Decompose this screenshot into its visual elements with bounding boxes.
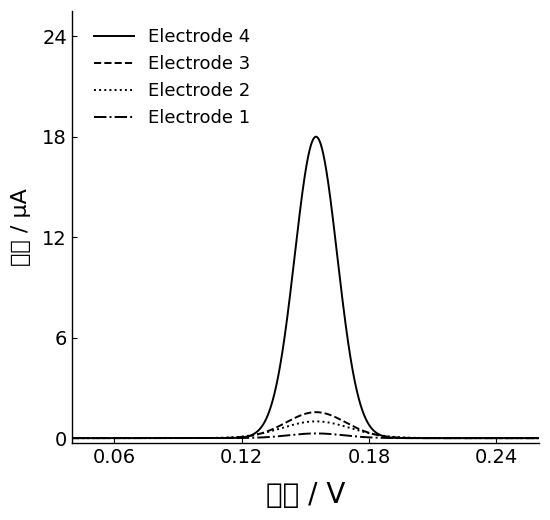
Electrode 4 xyxy=(417,435,424,441)
Electrode 2 xyxy=(453,435,459,441)
Electrode 4 xyxy=(372,429,379,435)
Electrode 1 xyxy=(372,435,379,441)
Line: Electrode 4: Electrode 4 xyxy=(72,137,539,438)
Electrode 2 xyxy=(417,435,424,441)
Electrode 2 xyxy=(247,433,254,439)
Electrode 1 xyxy=(69,435,75,441)
Electrode 3 xyxy=(153,435,160,441)
X-axis label: 电位 / V: 电位 / V xyxy=(266,481,345,509)
Electrode 4 xyxy=(453,435,459,441)
Line: Electrode 1: Electrode 1 xyxy=(72,434,539,438)
Electrode 3 xyxy=(349,423,355,429)
Electrode 3 xyxy=(453,435,459,441)
Electrode 4 xyxy=(536,435,542,441)
Electrode 3 xyxy=(247,433,254,439)
Y-axis label: 电流 / μA: 电流 / μA xyxy=(11,188,31,266)
Electrode 1 xyxy=(349,433,355,439)
Electrode 2 xyxy=(349,425,355,432)
Line: Electrode 2: Electrode 2 xyxy=(72,421,539,438)
Electrode 1 xyxy=(312,431,319,437)
Electrode 1 xyxy=(536,435,542,441)
Electrode 4 xyxy=(349,363,355,370)
Electrode 3 xyxy=(372,432,379,438)
Electrode 4 xyxy=(153,435,160,441)
Electrode 3 xyxy=(536,435,542,441)
Legend: Electrode 4, Electrode 3, Electrode 2, Electrode 1: Electrode 4, Electrode 3, Electrode 2, E… xyxy=(86,21,257,134)
Electrode 2 xyxy=(69,435,75,441)
Electrode 3 xyxy=(69,435,75,441)
Electrode 3 xyxy=(417,435,424,441)
Electrode 4 xyxy=(312,134,319,140)
Electrode 2 xyxy=(312,418,319,424)
Electrode 1 xyxy=(153,435,160,441)
Electrode 2 xyxy=(372,432,379,438)
Electrode 4 xyxy=(69,435,75,441)
Electrode 2 xyxy=(153,435,160,441)
Electrode 4 xyxy=(247,433,254,439)
Electrode 2 xyxy=(536,435,542,441)
Electrode 3 xyxy=(312,409,319,415)
Line: Electrode 3: Electrode 3 xyxy=(72,412,539,438)
Electrode 1 xyxy=(247,435,254,441)
Electrode 1 xyxy=(417,435,424,441)
Electrode 1 xyxy=(453,435,459,441)
